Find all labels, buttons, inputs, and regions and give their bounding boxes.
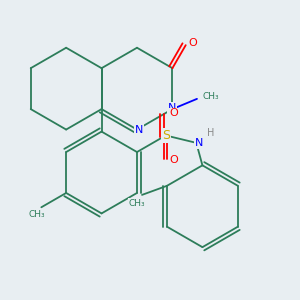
Text: O: O [169,155,178,165]
Text: N: N [135,124,143,134]
Text: H: H [207,128,214,138]
Text: S: S [162,129,170,142]
Text: N: N [195,138,204,148]
Text: CH₃: CH₃ [129,199,146,208]
Text: O: O [169,108,178,118]
Text: O: O [189,38,197,48]
Text: CH₃: CH₃ [29,210,46,219]
Text: N: N [168,103,177,113]
Text: CH₃: CH₃ [203,92,220,101]
